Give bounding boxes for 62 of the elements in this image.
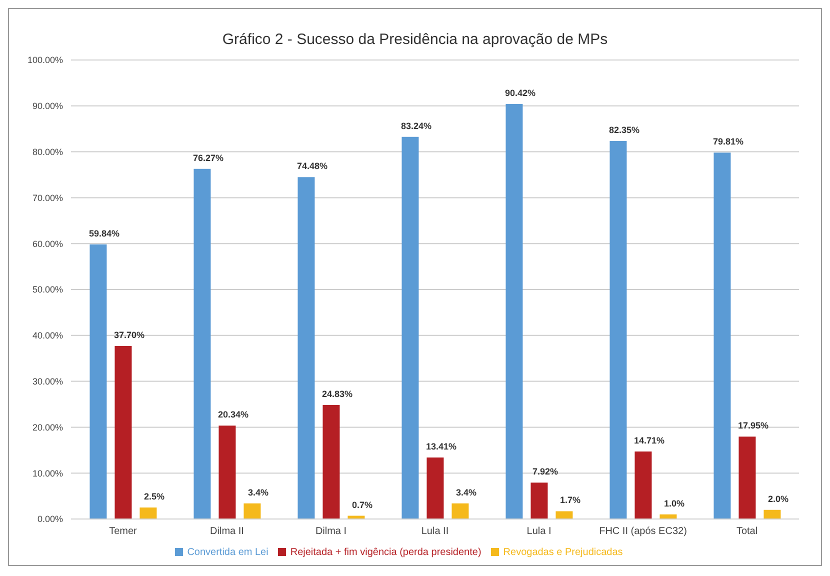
bar xyxy=(194,168,211,519)
data-label: 7.92% xyxy=(532,466,558,477)
y-tick-label: 20.00% xyxy=(32,422,63,432)
bar xyxy=(140,508,157,519)
bar xyxy=(114,346,132,519)
legend-label: Rejeitada + fim vigência (perda presidente) xyxy=(290,547,482,558)
bar xyxy=(298,177,315,519)
y-tick-label: 40.00% xyxy=(32,330,63,341)
bar xyxy=(322,405,340,519)
data-label: 79.81% xyxy=(712,136,744,147)
data-label: 24.83% xyxy=(322,389,352,400)
bar xyxy=(556,511,573,519)
data-label: 82.35% xyxy=(608,125,640,136)
data-label: 3.4% xyxy=(456,487,476,498)
data-label: 90.42% xyxy=(504,88,536,98)
bar xyxy=(452,503,469,519)
legend-label: Convertida em Lei xyxy=(187,547,268,558)
data-label: 3.4% xyxy=(248,487,268,498)
y-tick-label: 70.00% xyxy=(32,192,63,203)
y-tick-label: 0.00% xyxy=(37,514,63,524)
x-tick-label: Dilma I xyxy=(315,526,347,538)
data-label: 14.71% xyxy=(634,435,664,446)
data-label: 74.48% xyxy=(296,161,328,172)
data-label: 1.7% xyxy=(560,495,580,506)
chart-title: Gráfico 2 - Sucesso da Presidência na aprovação de MPs xyxy=(221,31,609,48)
bar xyxy=(426,457,444,519)
y-tick-label: 80.00% xyxy=(32,146,63,157)
data-label: 76.27% xyxy=(192,152,224,163)
bar xyxy=(218,426,236,519)
bar xyxy=(610,141,627,519)
bar xyxy=(402,136,419,519)
data-label: 20.34% xyxy=(218,410,248,420)
y-tick-label: 10.00% xyxy=(32,468,63,478)
x-tick-label: Lula II xyxy=(421,526,449,538)
bar xyxy=(714,152,731,519)
data-label: 17.95% xyxy=(738,420,768,431)
data-label: 13.41% xyxy=(426,441,456,452)
x-tick-label: FHC II (após EC32) xyxy=(599,526,687,538)
data-label: 83.24% xyxy=(400,120,432,131)
bar xyxy=(634,451,652,519)
data-label: 1.0% xyxy=(664,498,684,508)
legend-label: Revogadas e Prejudicadas xyxy=(503,547,623,558)
y-tick-label: 100.00% xyxy=(27,55,63,66)
bar xyxy=(90,244,107,519)
data-label: 2.5% xyxy=(144,492,164,502)
y-tick-label: 50.00% xyxy=(32,284,63,295)
x-tick-label: Temer xyxy=(109,526,138,538)
bar xyxy=(244,503,261,519)
bar xyxy=(530,482,548,519)
bar xyxy=(738,436,756,519)
bar xyxy=(764,510,781,519)
x-tick-label: Dilma II xyxy=(210,526,244,538)
x-tick-label: Lula I xyxy=(526,526,552,538)
x-tick-label: Total xyxy=(736,526,758,538)
y-tick-label: 30.00% xyxy=(32,376,63,386)
bar xyxy=(506,104,523,519)
data-label: 0.7% xyxy=(352,500,372,510)
data-label: 2.0% xyxy=(768,494,788,504)
data-label: 37.70% xyxy=(114,330,144,340)
y-tick-label: 60.00% xyxy=(32,238,63,249)
data-label: 59.84% xyxy=(88,228,120,238)
y-tick-label: 90.00% xyxy=(32,101,63,112)
